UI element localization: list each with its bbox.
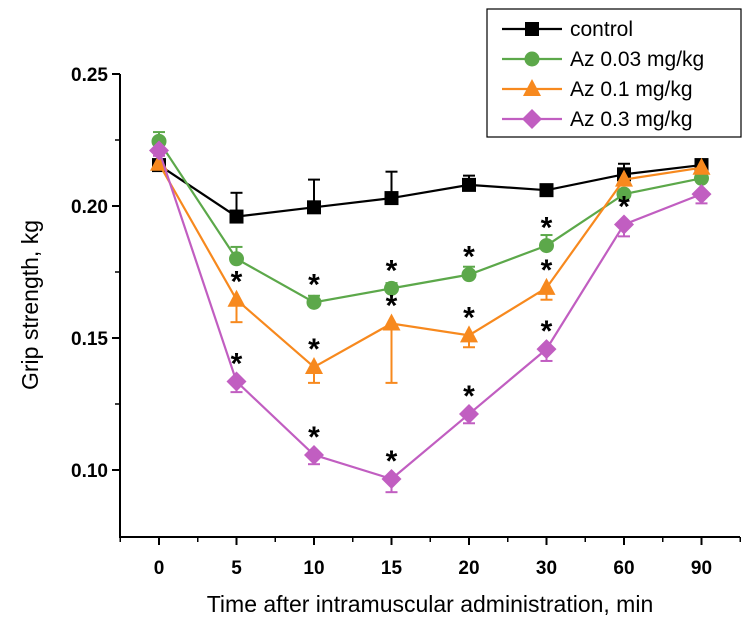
x-tick-label: 15 bbox=[381, 558, 403, 579]
legend-item: Az 0.3 mg/kg bbox=[502, 108, 693, 131]
data-point bbox=[149, 140, 169, 161]
legend: control Az 0.03 mg/kg Az 0.1 mg/kg Az 0.3 m… bbox=[486, 8, 742, 138]
axes: 0.10 0.15 0.20 0.25 0 5 10 15 20 30 60 90 bbox=[71, 65, 741, 579]
legend-label: Az 0.3 mg/kg bbox=[570, 108, 693, 131]
data-point bbox=[307, 200, 321, 215]
data-point bbox=[692, 157, 711, 175]
x-tick-label: 20 bbox=[458, 558, 479, 579]
y-tick-label: 0.15 bbox=[71, 329, 108, 350]
significance-star: * bbox=[541, 212, 553, 245]
y-tick-label: 0.10 bbox=[71, 461, 108, 482]
data-point bbox=[305, 357, 323, 375]
data-point bbox=[539, 183, 554, 198]
significance-star: * bbox=[541, 254, 553, 287]
x-tick-label: 5 bbox=[231, 558, 242, 579]
data-point bbox=[384, 280, 399, 296]
data-point bbox=[459, 404, 479, 425]
x-tick-label: 30 bbox=[536, 558, 557, 579]
legend-label: Az 0.1 mg/kg bbox=[570, 78, 693, 101]
significance-star: * bbox=[231, 266, 243, 299]
y-axis-title: Grip strength, kg bbox=[17, 220, 43, 390]
series-line bbox=[158, 163, 702, 218]
series-layer bbox=[149, 131, 712, 494]
data-point bbox=[616, 186, 632, 202]
data-point bbox=[537, 277, 556, 295]
series-az-0-3-mg-kg bbox=[149, 140, 712, 494]
legend-marker bbox=[522, 109, 542, 129]
x-tick-label: 90 bbox=[691, 558, 712, 579]
data-point bbox=[614, 214, 634, 235]
data-point bbox=[304, 444, 324, 465]
legend-marker bbox=[525, 22, 539, 36]
legend-item: Az 0.1 mg/kg bbox=[502, 78, 693, 101]
legend-label: control bbox=[570, 18, 633, 41]
significance-star: * bbox=[463, 301, 475, 334]
y-tick-label: 0.25 bbox=[71, 65, 108, 86]
series-line bbox=[158, 140, 702, 304]
legend-item: Az 0.03 mg/kg bbox=[502, 48, 704, 71]
data-point bbox=[384, 191, 399, 206]
x-tick-label: 10 bbox=[303, 558, 324, 579]
significance-star: * bbox=[231, 348, 243, 381]
data-point bbox=[382, 313, 401, 331]
significance-star: * bbox=[463, 380, 475, 413]
y-tick-label: 0.20 bbox=[71, 197, 108, 218]
data-point bbox=[229, 209, 244, 224]
significance-star: * bbox=[308, 333, 320, 366]
significance-star: * bbox=[541, 315, 553, 348]
data-point bbox=[462, 177, 476, 192]
data-point bbox=[536, 339, 557, 360]
series-line bbox=[158, 163, 702, 369]
x-axis-title: Time after intramuscular administration,… bbox=[207, 591, 654, 617]
data-point bbox=[381, 468, 402, 489]
significance-star: * bbox=[308, 421, 320, 454]
data-point bbox=[227, 289, 246, 307]
x-tick-label: 60 bbox=[613, 558, 634, 579]
legend-item: control bbox=[502, 18, 633, 41]
data-point bbox=[539, 238, 554, 254]
significance-star: * bbox=[386, 254, 398, 287]
data-point bbox=[461, 267, 477, 283]
series-line bbox=[157, 150, 702, 481]
data-point bbox=[226, 371, 247, 392]
series-az-0-1-mg-kg bbox=[150, 153, 711, 384]
legend-marker bbox=[523, 79, 541, 96]
data-point bbox=[306, 294, 322, 310]
significance-star: * bbox=[618, 190, 630, 223]
legend-label: Az 0.03 mg/kg bbox=[570, 48, 704, 71]
data-point bbox=[691, 184, 712, 205]
legend-marker bbox=[524, 51, 540, 67]
data-point bbox=[615, 169, 633, 187]
significance-star: * bbox=[386, 445, 398, 478]
significance-markers: * * ***** ******** bbox=[231, 190, 631, 477]
data-point bbox=[229, 251, 244, 267]
x-tick-label: 0 bbox=[154, 558, 165, 579]
significance-star: * bbox=[308, 268, 320, 301]
significance-star: * bbox=[386, 289, 398, 322]
significance-star: * bbox=[463, 241, 475, 274]
data-point bbox=[460, 325, 478, 343]
